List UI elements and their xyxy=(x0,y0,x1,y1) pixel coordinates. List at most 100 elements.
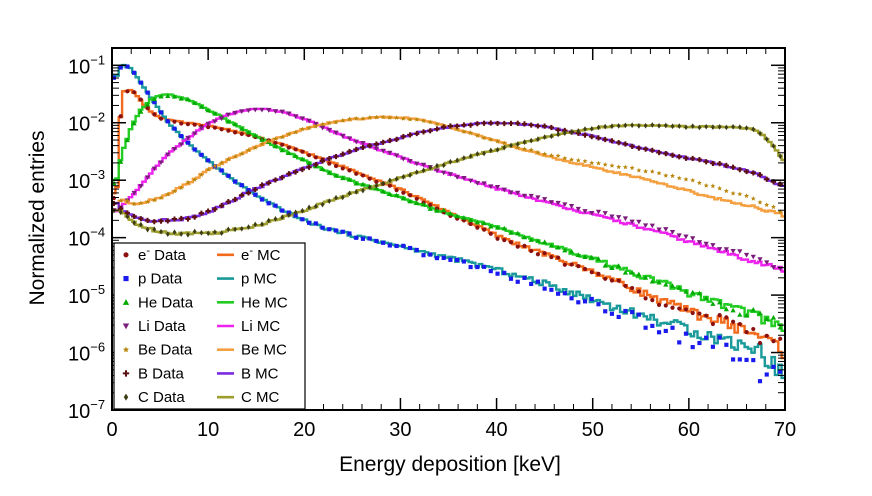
data-point xyxy=(118,159,124,164)
legend-label: Be Data xyxy=(138,342,193,359)
data-point xyxy=(650,298,655,303)
data-point xyxy=(549,133,554,140)
data-point xyxy=(583,126,587,132)
data-point xyxy=(609,163,615,168)
data-point xyxy=(434,126,440,132)
data-point xyxy=(279,134,285,140)
data-point xyxy=(401,243,406,248)
data-point xyxy=(421,118,426,123)
data-point xyxy=(280,208,285,213)
data-point xyxy=(306,164,312,170)
data-point xyxy=(724,315,729,320)
legend-box xyxy=(113,242,306,410)
data-point xyxy=(576,264,581,269)
data-point xyxy=(703,241,709,247)
data-point xyxy=(610,123,614,130)
data-point xyxy=(542,239,548,245)
data-point xyxy=(427,128,433,134)
data-point xyxy=(340,134,346,139)
data-point xyxy=(286,145,291,150)
data-point xyxy=(125,64,130,69)
data-point xyxy=(320,225,325,230)
y-tick-label: 10−6 xyxy=(68,340,105,366)
data-point xyxy=(132,219,136,226)
data-point xyxy=(219,168,224,173)
data-point xyxy=(589,160,595,166)
data-point xyxy=(697,340,702,346)
y-tick-base: 10 xyxy=(68,286,90,308)
data-point xyxy=(151,166,157,172)
legend-label: e- MC xyxy=(241,245,281,264)
data-point xyxy=(273,136,278,141)
data-point xyxy=(737,249,743,254)
data-point xyxy=(333,153,339,160)
data-point xyxy=(474,133,480,138)
data-point xyxy=(152,112,157,117)
data-point xyxy=(488,231,493,236)
data-point xyxy=(595,256,602,261)
data-point xyxy=(643,122,648,129)
data-point xyxy=(259,182,265,188)
data-point xyxy=(710,160,716,167)
y-tick-label: 10−3 xyxy=(68,167,105,193)
data-point xyxy=(582,254,588,259)
data-point xyxy=(434,208,440,213)
data-point xyxy=(630,122,634,129)
data-point xyxy=(629,165,635,170)
data-point xyxy=(172,119,177,124)
data-point xyxy=(340,151,346,157)
data-point xyxy=(454,213,460,219)
data-point xyxy=(192,228,197,235)
legend-label-sup: - xyxy=(249,245,253,257)
data-point xyxy=(743,312,750,318)
data-point xyxy=(542,286,547,291)
data-point xyxy=(488,223,494,229)
data-point xyxy=(118,114,123,119)
data-point xyxy=(657,122,661,129)
data-point xyxy=(642,223,649,229)
data-point xyxy=(474,219,480,225)
data-point xyxy=(428,202,433,208)
data-point xyxy=(212,206,218,212)
data-point xyxy=(144,217,151,224)
data-point xyxy=(125,213,130,220)
data-point xyxy=(555,244,561,250)
data-point xyxy=(508,120,514,127)
data-point xyxy=(575,157,581,163)
data-point xyxy=(333,172,339,178)
data-point xyxy=(393,192,400,198)
data-point xyxy=(461,122,467,128)
legend-label-rest: Data xyxy=(149,389,186,406)
data-point xyxy=(414,196,419,201)
data-point xyxy=(380,139,386,145)
data-point xyxy=(171,93,178,99)
data-point xyxy=(420,129,427,135)
data-point xyxy=(663,173,669,178)
data-point xyxy=(508,190,514,196)
data-point xyxy=(239,126,245,131)
data-point xyxy=(185,140,191,145)
data-point xyxy=(179,121,184,126)
data-point xyxy=(246,224,251,230)
data-point xyxy=(360,173,366,178)
data-point xyxy=(562,247,568,253)
y-tick-base: 10 xyxy=(68,344,90,366)
data-point xyxy=(771,364,776,369)
x-tick-label: 60 xyxy=(678,419,700,441)
data-point xyxy=(131,201,137,207)
data-point xyxy=(637,123,641,129)
data-point xyxy=(522,243,527,248)
data-point xyxy=(528,147,534,152)
data-point xyxy=(441,207,447,213)
data-point xyxy=(764,136,769,142)
data-point xyxy=(400,134,406,140)
data-point xyxy=(690,177,696,183)
data-point xyxy=(287,212,291,218)
data-point xyxy=(556,291,561,296)
data-point xyxy=(407,245,413,251)
data-point xyxy=(198,172,204,177)
data-point xyxy=(542,151,548,157)
data-point xyxy=(751,126,756,133)
data-point xyxy=(508,230,514,235)
data-point xyxy=(260,221,264,228)
